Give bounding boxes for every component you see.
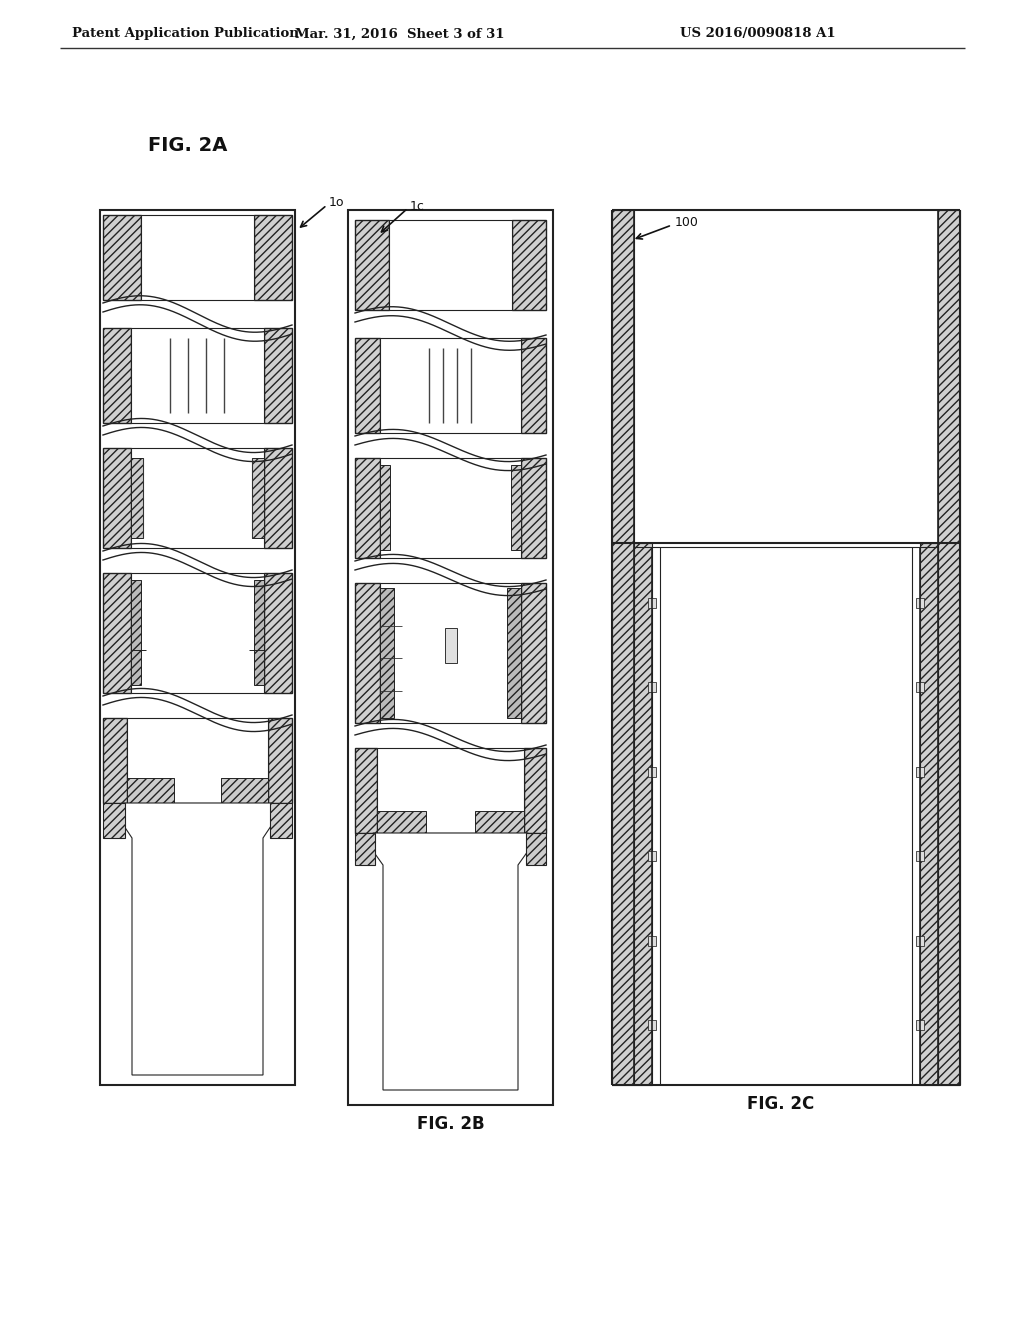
Bar [131,447,264,548]
Bar [103,327,131,422]
Text: 1c: 1c [410,199,425,213]
Bar [131,458,143,539]
Polygon shape [122,803,273,1074]
Bar [131,327,264,422]
Text: 1o: 1o [329,197,344,210]
Bar [916,598,924,607]
Bar [100,210,295,1085]
Text: 100: 100 [675,216,698,230]
Bar [380,458,521,558]
Bar [511,465,521,550]
Bar [264,327,292,422]
Bar [348,210,553,1105]
Bar [254,215,292,300]
Bar [648,767,656,776]
Bar [916,936,924,945]
Bar [221,777,268,803]
Text: FIG. 2C: FIG. 2C [748,1096,815,1113]
Bar [264,573,292,693]
Bar [512,220,546,310]
Bar [355,458,380,558]
Bar [270,803,292,838]
Bar [127,718,268,803]
Bar [254,579,264,685]
Bar [355,338,380,433]
Bar [355,583,380,723]
Bar [377,810,426,833]
Bar [355,833,375,865]
Bar [938,210,961,1085]
Bar [521,338,546,433]
Bar [916,682,924,692]
Bar [920,543,938,1085]
Bar [444,628,457,663]
Bar [916,767,924,776]
Bar [127,777,174,803]
Text: Mar. 31, 2016  Sheet 3 of 31: Mar. 31, 2016 Sheet 3 of 31 [295,28,505,41]
Bar [648,682,656,692]
Bar [475,810,524,833]
Bar [103,447,131,548]
Bar [380,465,390,550]
Bar [377,748,524,833]
Text: US 2016/0090818 A1: US 2016/0090818 A1 [680,28,836,41]
Bar [521,458,546,558]
Bar [507,587,521,718]
Text: Patent Application Publication: Patent Application Publication [72,28,299,41]
Bar [526,833,546,865]
Bar [131,573,264,693]
Bar [389,220,512,310]
Bar [916,851,924,861]
Bar [141,215,254,300]
Bar [103,573,131,693]
Text: FIG. 2A: FIG. 2A [147,136,227,154]
Bar [648,598,656,607]
Bar [103,803,125,838]
Bar [355,748,377,833]
Bar [916,1020,924,1030]
Bar [103,718,127,803]
Bar [521,583,546,723]
Bar [380,587,394,718]
Bar [634,543,652,1085]
Polygon shape [373,833,528,1090]
Bar [131,579,141,685]
Bar [264,447,292,548]
Bar [268,718,292,803]
Bar [648,851,656,861]
Bar [524,748,546,833]
Bar [380,583,521,723]
Bar [648,936,656,945]
Bar [103,215,141,300]
Bar [252,458,264,539]
Bar [380,338,521,433]
Bar [355,220,389,310]
Bar [648,1020,656,1030]
Text: FIG. 2B: FIG. 2B [417,1115,484,1133]
Bar [612,210,634,1085]
